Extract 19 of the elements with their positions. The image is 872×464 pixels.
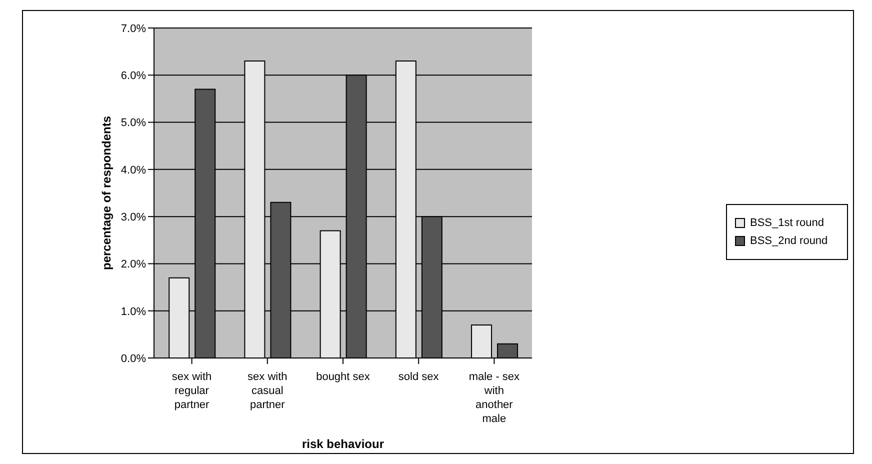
x-axis-title: risk behaviour: [302, 437, 384, 451]
y-tick-label: 5.0%: [120, 117, 146, 130]
y-tick-label: 2.0%: [120, 258, 146, 271]
x-tick-label: sex with regular partner: [172, 371, 212, 411]
y-tick-label: 4.0%: [120, 164, 146, 176]
bar: [471, 324, 492, 358]
legend-label: BSS_2nd round: [750, 235, 828, 247]
legend-label: BSS_1st round: [750, 217, 824, 229]
y-tick-label: 6.0%: [120, 70, 146, 82]
x-tick-label: male - sex with another male: [468, 371, 520, 425]
x-tick-label: sold sex: [398, 371, 440, 383]
x-tick-label: sex with casual partner: [248, 371, 288, 411]
y-tick-label: 3.0%: [120, 211, 146, 224]
y-tick-label: 7.0%: [120, 22, 146, 35]
y-axis-title: percentage of respondents: [99, 116, 114, 270]
x-tick-label: bought sex: [316, 371, 370, 383]
y-tick-label: 0.0%: [120, 352, 146, 365]
y-tick-label: 1.0%: [120, 306, 146, 318]
bar: [497, 343, 518, 358]
